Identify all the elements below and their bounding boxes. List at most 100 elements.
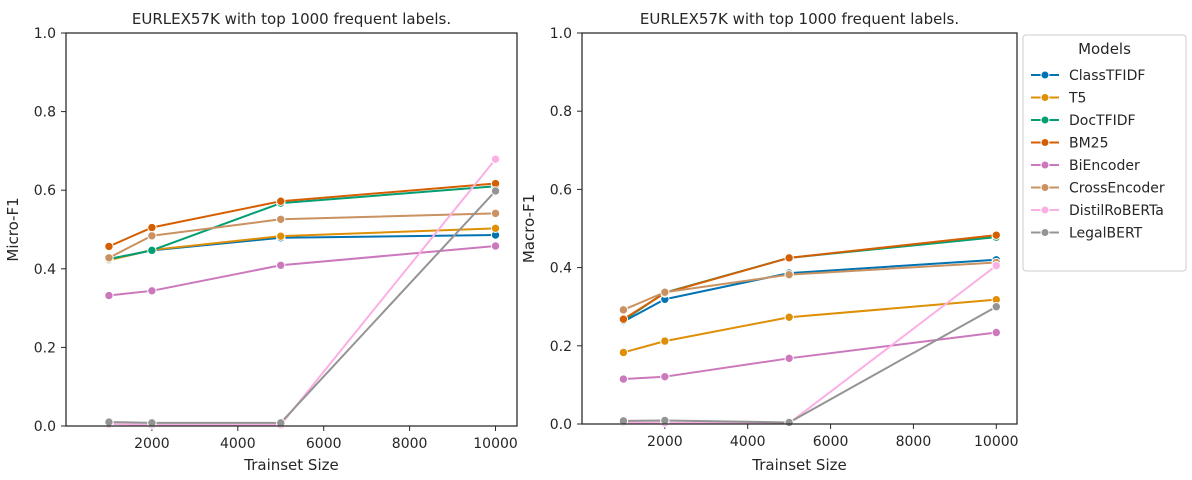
- legend-entry-legalbert: LegalBERT: [1069, 226, 1143, 242]
- legend-swatch-marker: [1040, 115, 1050, 125]
- legend-box: [1022, 34, 1187, 272]
- series-line-distilroberta: [623, 264, 997, 425]
- y-tick-label: 1.0: [550, 26, 572, 42]
- legend-entry-doctfidf: DocTFIDF: [1069, 113, 1136, 129]
- legend-entry-distilroberta: DistilRoBERTa: [1069, 203, 1164, 219]
- data-point-biencoder: [991, 327, 1001, 338]
- data-point-crossencoder: [618, 305, 629, 315]
- legend-swatch-marker: [1040, 160, 1050, 170]
- y-tick-label: 0.8: [34, 105, 56, 121]
- data-point-legalbert: [618, 416, 629, 426]
- y-tick-label: 0.4: [34, 262, 56, 278]
- chart-2: 0.0 0.2 0.4 0.6 0.8 1.0 2000 4000 6000 8000 10000 E…: [520, 10, 1187, 474]
- legend-entry-bm25: BM25: [1069, 136, 1109, 152]
- data-point-doctfidf: [147, 245, 157, 256]
- series-line-distilroberta: [108, 158, 497, 426]
- x-axis-label: Trainset Size: [751, 456, 846, 474]
- x-tick-label: 2000: [134, 436, 170, 452]
- y-tick-label: 0.6: [550, 182, 572, 198]
- x-tick-label: 4000: [220, 436, 256, 452]
- data-point-biencoder: [147, 286, 157, 296]
- data-point-biencoder: [490, 241, 501, 251]
- data-point-crossencoder: [784, 269, 794, 280]
- x-tick-label: 10000: [473, 436, 518, 452]
- data-point-t5: [276, 231, 286, 241]
- data-point-t5: [660, 336, 670, 346]
- data-point-bm25: [618, 314, 629, 324]
- data-point-legalbert: [490, 186, 501, 196]
- data-point-biencoder: [276, 260, 286, 270]
- data-point-bm25: [104, 241, 114, 252]
- chart-title: EURLEX57K with top 1000 frequent labels.: [132, 10, 451, 28]
- y-tick-label: 0.6: [34, 183, 56, 199]
- data-point-t5: [784, 312, 794, 322]
- data-point-legalbert: [991, 302, 1001, 312]
- legend-entry-crossencoder: CrossEncoder: [1069, 181, 1165, 197]
- plot-area: [582, 33, 1017, 424]
- legend-entry-classtfidf: ClassTFIDF: [1069, 68, 1145, 84]
- data-point-crossencoder: [276, 214, 286, 224]
- data-point-bm25: [147, 222, 157, 233]
- x-tick-label: 8000: [392, 436, 428, 452]
- data-point-legalbert: [276, 418, 286, 428]
- x-tick-label: 10000: [974, 434, 1019, 450]
- legend-swatch-marker: [1040, 205, 1050, 215]
- data-point-biencoder: [784, 353, 794, 364]
- data-point-crossencoder: [660, 287, 670, 297]
- series-line-legalbert: [623, 305, 997, 424]
- plot-frame: [581, 32, 1018, 425]
- data-point-crossencoder: [490, 208, 501, 219]
- data-point-t5: [490, 223, 501, 234]
- data-point-crossencoder: [147, 231, 157, 241]
- chart-title: EURLEX57K with top 1000 frequent labels.: [640, 10, 959, 28]
- data-point-legalbert: [104, 417, 114, 427]
- x-tick-label: 6000: [306, 436, 342, 452]
- legend-swatch-marker: [1040, 183, 1050, 192]
- legend-swatch-marker: [1040, 228, 1050, 237]
- y-tick-label: 0.8: [550, 104, 572, 120]
- x-tick-label: 6000: [813, 434, 849, 450]
- series-line-t5: [623, 298, 997, 354]
- data-point-legalbert: [147, 418, 157, 428]
- data-point-legalbert: [784, 417, 794, 428]
- legend-swatch-marker: [1040, 70, 1050, 80]
- series-line-classtfidf: [622, 258, 997, 323]
- series-line-legalbert: [108, 190, 497, 424]
- data-point-bm25: [784, 253, 794, 263]
- series-line-crossencoder: [623, 261, 997, 311]
- legend-title: Models: [1078, 40, 1131, 58]
- y-tick-label: 0.2: [550, 339, 572, 355]
- data-point-bm25: [991, 230, 1001, 240]
- y-axis-label: Macro-F1: [520, 194, 538, 263]
- legend-entry-biencoder: BiEncoder: [1069, 158, 1140, 174]
- data-point-distilroberta: [490, 154, 501, 164]
- series-line-crossencoder: [108, 212, 496, 259]
- x-tick-label: 2000: [647, 434, 683, 450]
- x-tick-label: 4000: [730, 434, 766, 450]
- data-point-crossencoder: [104, 253, 114, 263]
- data-point-t5: [618, 347, 629, 358]
- y-tick-label: 0.4: [550, 261, 572, 277]
- legend-swatch-marker: [1040, 93, 1050, 102]
- series-line-bm25: [622, 234, 997, 321]
- legend-swatch-marker: [1040, 138, 1050, 147]
- series-line-bm25: [108, 182, 496, 248]
- y-tick-label: 1.0: [34, 26, 56, 42]
- y-tick-label: 0.0: [550, 417, 572, 433]
- y-tick-label: 0.0: [34, 419, 56, 435]
- x-axis-label: Trainset Size: [243, 456, 338, 474]
- legend: Models ClassTFIDF T5 DocTFIDF BM25 BiEncoder C…: [1022, 34, 1187, 272]
- data-point-legalbert: [660, 415, 670, 426]
- data-point-distilroberta: [991, 260, 1001, 271]
- y-tick-label: 0.2: [34, 340, 56, 356]
- data-point-biencoder: [660, 371, 670, 382]
- chart-1: 0.0 0.2 0.4 0.6 0.8 1.0 2000 4000 6000 8000 10000 E…: [4, 10, 518, 474]
- data-point-biencoder: [104, 290, 114, 301]
- plot-frame: [65, 32, 518, 427]
- x-tick-label: 8000: [896, 434, 932, 450]
- data-point-bm25: [276, 196, 286, 206]
- y-axis-label: Micro-F1: [4, 197, 22, 261]
- data-point-biencoder: [618, 374, 629, 384]
